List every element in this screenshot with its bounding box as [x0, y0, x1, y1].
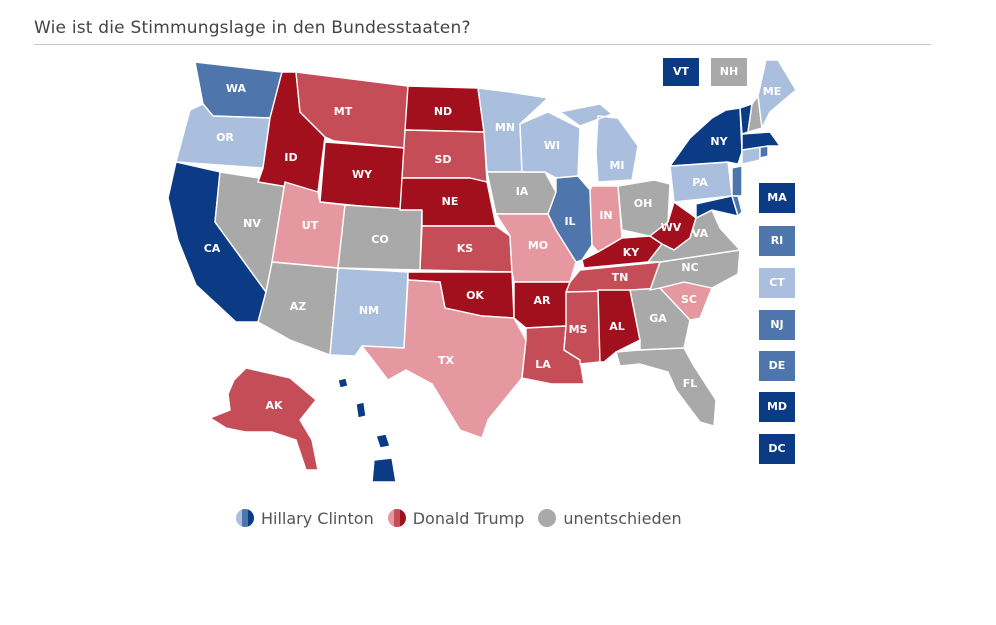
box-MA[interactable]: MA: [759, 183, 795, 213]
state-AR[interactable]: AR: [513, 281, 571, 329]
state-HI[interactable]: [337, 377, 397, 483]
box-DE[interactable]: DE: [759, 351, 795, 381]
legend-clinton-label: Hillary Clinton: [261, 508, 374, 528]
state-IA[interactable]: IA: [486, 171, 557, 215]
legend-undecided-label: unentschieden: [563, 508, 682, 528]
legend: Hillary Clinton Donald Trump unentschied…: [236, 506, 696, 530]
state-KS[interactable]: KS: [419, 225, 513, 273]
trump-swatch-icon: [387, 509, 406, 527]
undecided-swatch-icon: [538, 509, 557, 527]
clinton-swatch-icon: [236, 509, 254, 527]
state-CO[interactable]: CO: [337, 204, 423, 271]
state-NJ[interactable]: [731, 165, 743, 197]
box-MD[interactable]: MD: [759, 392, 795, 422]
state-MA[interactable]: [741, 131, 781, 151]
box-DC[interactable]: DC: [759, 434, 795, 464]
state-WY[interactable]: WY: [319, 141, 406, 211]
legend-trump-label: Donald Trump: [412, 508, 525, 528]
state-MS[interactable]: MS: [563, 289, 601, 365]
legend-clinton[interactable]: Hillary Clinton: [236, 509, 374, 528]
box-RI[interactable]: RI: [759, 226, 795, 256]
state-ND[interactable]: ND: [404, 85, 485, 133]
state-PA[interactable]: PA: [669, 161, 733, 203]
box-NH[interactable]: NH: [711, 58, 747, 86]
state-RI[interactable]: [759, 145, 769, 159]
legend-undecided[interactable]: unentschieden: [538, 508, 682, 528]
state-NM[interactable]: NM: [329, 267, 409, 357]
box-CT[interactable]: CT: [759, 268, 795, 298]
state-ME[interactable]: ME: [757, 59, 797, 129]
state-AZ[interactable]: AZ: [257, 261, 339, 356]
box-VT[interactable]: VT: [663, 58, 699, 86]
state-MD[interactable]: [695, 195, 739, 219]
box-NJ[interactable]: NJ: [759, 310, 795, 340]
state-AK[interactable]: AK: [209, 367, 319, 471]
state-SD[interactable]: SD: [401, 129, 488, 183]
state-NY[interactable]: NY: [669, 107, 743, 167]
legend-trump[interactable]: Donald Trump: [387, 508, 525, 528]
page-title: Wie ist die Stimmungslage in den Bundess…: [34, 18, 471, 38]
state-FL[interactable]: FL: [615, 347, 717, 427]
state-DE[interactable]: [731, 195, 743, 217]
title-divider: [34, 44, 931, 45]
state-WI[interactable]: WI: [519, 111, 581, 179]
